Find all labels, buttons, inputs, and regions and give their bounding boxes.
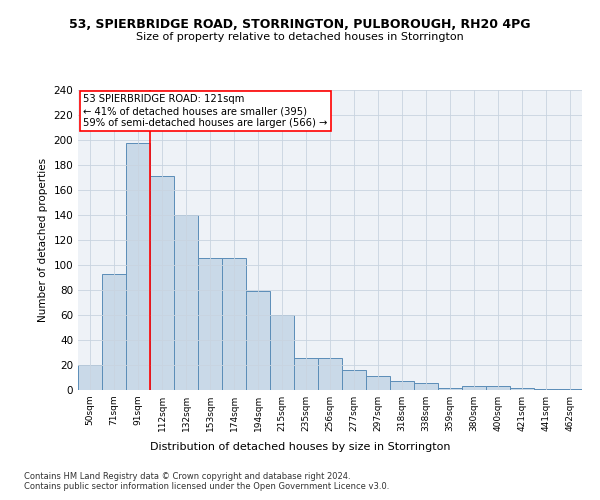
Bar xyxy=(462,386,486,390)
Text: Size of property relative to detached houses in Storrington: Size of property relative to detached ho… xyxy=(136,32,464,42)
Bar xyxy=(366,376,390,390)
Bar xyxy=(126,142,150,390)
Bar xyxy=(558,389,582,390)
Bar xyxy=(246,291,270,390)
Bar xyxy=(390,381,414,390)
Bar xyxy=(294,358,318,390)
Bar xyxy=(438,388,462,390)
Bar xyxy=(150,176,174,390)
Bar xyxy=(198,258,222,390)
Bar xyxy=(342,370,366,390)
Bar xyxy=(78,365,102,390)
Bar xyxy=(510,388,534,390)
Text: Contains HM Land Registry data © Crown copyright and database right 2024.: Contains HM Land Registry data © Crown c… xyxy=(24,472,350,481)
Bar xyxy=(534,389,558,390)
Y-axis label: Number of detached properties: Number of detached properties xyxy=(38,158,48,322)
Text: 53 SPIERBRIDGE ROAD: 121sqm
← 41% of detached houses are smaller (395)
59% of se: 53 SPIERBRIDGE ROAD: 121sqm ← 41% of det… xyxy=(83,94,328,128)
Bar xyxy=(318,358,342,390)
Bar xyxy=(270,315,294,390)
Text: Contains public sector information licensed under the Open Government Licence v3: Contains public sector information licen… xyxy=(24,482,389,491)
Bar xyxy=(222,258,246,390)
Bar xyxy=(486,386,510,390)
Bar xyxy=(174,215,198,390)
Text: Distribution of detached houses by size in Storrington: Distribution of detached houses by size … xyxy=(150,442,450,452)
Bar xyxy=(414,382,438,390)
Text: 53, SPIERBRIDGE ROAD, STORRINGTON, PULBOROUGH, RH20 4PG: 53, SPIERBRIDGE ROAD, STORRINGTON, PULBO… xyxy=(69,18,531,30)
Bar xyxy=(102,274,126,390)
